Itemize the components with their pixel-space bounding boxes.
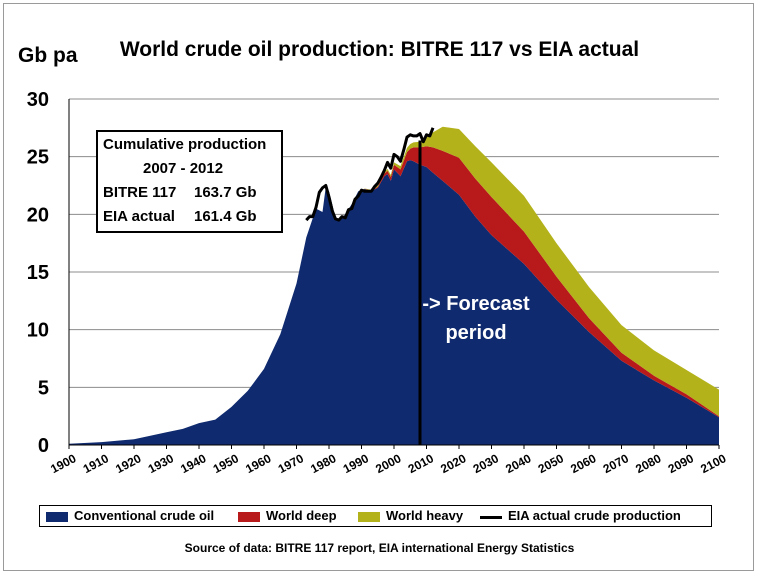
x-tick-label: 2020 — [438, 451, 468, 476]
eia-actual-line — [305, 127, 435, 222]
cumulative-production-box: Cumulative production 2007 - 2012 BITRE … — [96, 130, 283, 233]
x-tick-label: 1910 — [81, 451, 111, 476]
x-tick-label: 1940 — [178, 451, 208, 476]
y-tick-label: 15 — [27, 262, 49, 284]
bitre-row-value: 163.7 Gb — [194, 184, 257, 201]
x-tick-label: 1960 — [243, 451, 273, 476]
y-tick-labels: 0 5 10 15 20 25 30 — [27, 89, 49, 457]
legend-label-world-heavy: World heavy — [386, 508, 464, 523]
legend-swatch-conventional — [46, 512, 68, 522]
legend-swatch-world-deep — [238, 512, 260, 522]
chart-title: World crude oil production: BITRE 117 vs… — [119, 38, 640, 61]
x-tick-labels: 1900 1910 1920 1930 1940 1950 1960 1970 1980 1990… — [48, 451, 728, 476]
legend-label-conventional: Conventional crude oil — [74, 508, 215, 523]
area-conventional-crude-oil — [69, 160, 719, 445]
axes — [68, 99, 720, 449]
stacked-areas — [69, 126, 719, 445]
forecast-line-1: -> Forecast — [422, 293, 530, 315]
x-tick-label: 1900 — [48, 451, 78, 476]
forecast-line-2: period — [445, 322, 507, 344]
y-tick-label: 30 — [27, 89, 49, 111]
x-tick-label: 1930 — [146, 451, 176, 476]
x-tick-label: 1920 — [113, 451, 143, 476]
x-tick-label: 2080 — [633, 451, 663, 476]
x-tick-label: 1990 — [341, 451, 371, 476]
y-tick-label: 0 — [38, 435, 49, 457]
legend: Conventional crude oil World deep World … — [39, 505, 712, 527]
x-tick-label: 2040 — [503, 451, 533, 476]
y-tick-label: 10 — [27, 320, 49, 342]
x-tick-label: 2030 — [471, 451, 501, 476]
y-axis-unit-label: Gb pa — [18, 44, 78, 67]
legend-label-world-deep: World deep — [266, 508, 337, 523]
forecast-period-annotation: -> Forecast period — [416, 290, 536, 348]
cumulative-box-period: 2007 - 2012 — [143, 160, 224, 177]
y-tick-label: 20 — [27, 204, 49, 226]
x-tick-label: 2010 — [406, 451, 436, 476]
cumulative-box-title: Cumulative production — [103, 136, 267, 153]
eia-row-value: 161.4 Gb — [194, 208, 257, 225]
y-tick-label: 5 — [38, 377, 49, 399]
x-tick-label: 1970 — [276, 451, 306, 476]
legend-swatch-world-heavy — [358, 512, 380, 522]
legend-line-eia-actual — [480, 516, 502, 519]
x-tick-label: 2100 — [698, 451, 728, 476]
x-tick-label: 2060 — [568, 451, 598, 476]
eia-line-layer — [305, 127, 435, 445]
x-tick-label: 2090 — [666, 451, 696, 476]
x-tick-label: 1950 — [211, 451, 241, 476]
x-tick-label: 2050 — [536, 451, 566, 476]
source-note: Source of data: BITRE 117 report, EIA in… — [184, 541, 575, 555]
bitre-row-label: BITRE 117 — [103, 184, 177, 201]
x-tick-label: 2070 — [601, 451, 631, 476]
eia-row-label: EIA actual — [103, 208, 175, 225]
x-tick-label: 2000 — [373, 451, 403, 476]
x-tick-label: 1980 — [308, 451, 338, 476]
y-tick-label: 25 — [27, 147, 49, 169]
legend-label-eia-actual: EIA actual crude production — [508, 508, 681, 523]
